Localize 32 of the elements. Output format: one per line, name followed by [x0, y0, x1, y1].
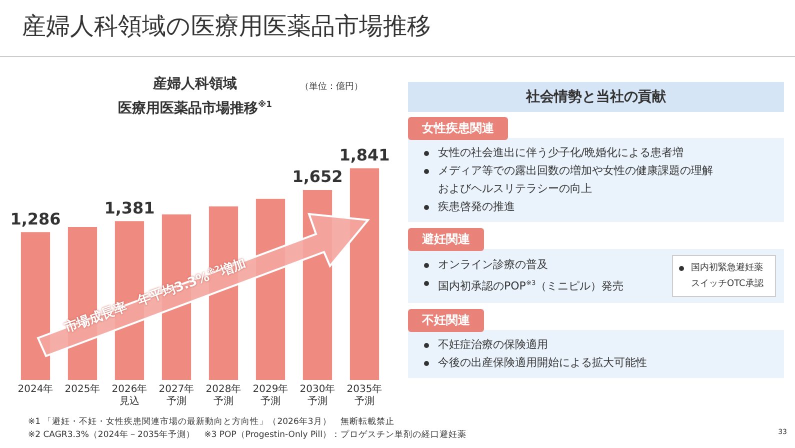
x-tick-label: 2029年予測 [252, 384, 290, 408]
text: 医療用医薬品市場推移$^{※1}$ [117, 98, 273, 119]
text: 女性疾患関連 [408, 117, 508, 140]
text: （単位：億円） [300, 80, 363, 93]
chart-subtitle: 産婦人科領域 [153, 76, 237, 92]
x-tick-label: 2024年 [16, 384, 54, 396]
x-tick-label: 2030年予測 [298, 384, 336, 408]
text: 社会情勢と当社の貢献 [408, 82, 784, 112]
text: ※1 「避妊・不妊・女性疾患関連市場の最新動向と方向性」（2026年3月） 無断転載禁止 [28, 417, 394, 427]
text: ※2 CAGR3.3%（2024年－2035年予測） ※3 POP（Progestin-Only Pill）：プロゲスチン単剤の経口避妊薬 [28, 430, 466, 440]
text: メディア等での露出回数の増加や女性の健康課題の理解およびヘルスリテラシーの向上 [437, 163, 714, 197]
text: 疾患啓発の推進 [437, 199, 516, 215]
data-label: 1,381 [104, 198, 155, 218]
data-label: 1,652 [292, 167, 343, 186]
text: 不妊症治療の保険適用 [437, 337, 549, 353]
x-tick-label: 2035年予測 [346, 384, 384, 408]
x-tick-label: 2026年見込 [110, 384, 148, 408]
x-tick-label: 2025年 [64, 384, 102, 396]
text: 女性の社会進出に伴う少子化/晩婚化による患者増 [437, 145, 685, 161]
data-label: 1,841 [339, 145, 390, 164]
x-tick-label: 2027年予測 [158, 384, 196, 408]
text: 国内初緊急避妊薬スイッチOTC承認 [672, 255, 776, 297]
text: 不妊関連 [408, 309, 484, 332]
chart-title: 産婦人科領域の医療用医薬品市場推移 [22, 11, 431, 42]
bar [350, 168, 380, 380]
text: オンライン診療の普及 [437, 257, 549, 274]
text: 国内初承認のPOP$^{※3}$（ミニピル）発売 [437, 278, 625, 295]
data-label: 1,286 [10, 209, 61, 228]
bar [20, 232, 50, 380]
text: 今後の出産保険適用開始による拡大可能性 [437, 355, 648, 371]
text: 避妊関連 [408, 228, 484, 251]
x-tick-label: 2028年予測 [204, 384, 242, 408]
